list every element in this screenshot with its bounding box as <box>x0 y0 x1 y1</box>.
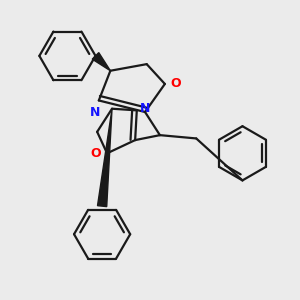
Polygon shape <box>92 52 110 71</box>
Text: N: N <box>90 106 101 119</box>
Text: N: N <box>140 102 151 115</box>
Text: O: O <box>91 147 101 160</box>
Text: O: O <box>171 77 182 91</box>
Polygon shape <box>98 109 112 207</box>
